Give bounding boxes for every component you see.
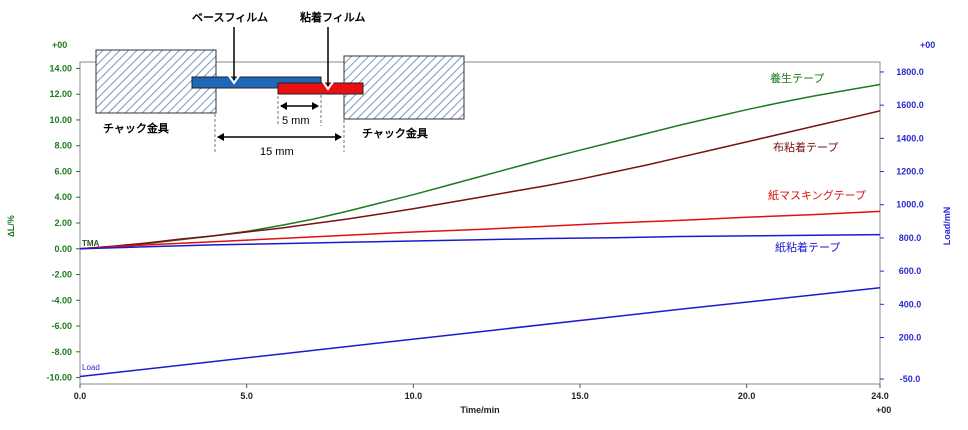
dim-5mm-arrow-right xyxy=(312,102,319,110)
series-line-4 xyxy=(79,286,881,378)
right-axis-label: Load/mN xyxy=(942,207,952,246)
left-tick-label: 6.00 xyxy=(54,166,72,176)
series-line-1 xyxy=(79,110,881,250)
x-axis-label: Time/min xyxy=(460,405,499,415)
series-layer xyxy=(79,83,881,378)
chuck-right-label: チャック金具 xyxy=(362,126,428,140)
series-line-3 xyxy=(79,233,881,250)
series-label-布粘着: 布粘着テープ xyxy=(773,140,838,154)
series-label-養生: 養生テープ xyxy=(770,71,824,85)
series-label-紙マスキング: 紙マスキングテープ xyxy=(768,188,866,202)
x-axis-ticks: 0.0 5.0 10.0 15.0 20.0 24.0 xyxy=(74,384,889,401)
right-tick-label: 1600.0 xyxy=(896,100,924,110)
x-tick-label: 24.0 xyxy=(871,391,889,401)
dim-15mm-label: 15 mm xyxy=(260,146,294,158)
left-tick-label: 14.00 xyxy=(49,63,72,73)
adhesive-film-label: 粘着フィルム xyxy=(300,10,366,24)
left-tick-label: -8.00 xyxy=(51,347,72,357)
right-tick-label: 1400.0 xyxy=(896,133,924,143)
right-tick-label: -50.0 xyxy=(900,374,921,384)
left-tick-label: 10.00 xyxy=(49,115,72,125)
chuck-right xyxy=(343,55,465,120)
right-tick-label: 600.0 xyxy=(899,266,922,276)
sample-diagram: ベースフィルム 粘着フィルム チャック金具 チャック金具 5 mm 15 mm xyxy=(95,10,465,158)
tma-label: TMA xyxy=(82,239,100,248)
dim-15mm-arrow-left xyxy=(217,133,224,141)
dim-5mm-arrow-left xyxy=(280,102,287,110)
left-tick-label: 8.00 xyxy=(54,141,72,151)
left-tick-label: -6.00 xyxy=(51,321,72,331)
chuck-left-label: チャック金具 xyxy=(103,121,169,135)
left-tick-label: 4.00 xyxy=(54,192,72,202)
x-axis-exponent: +00 xyxy=(876,405,891,415)
left-tick-label: -4.00 xyxy=(51,295,72,305)
base-film-label: ベースフィルム xyxy=(192,11,268,24)
right-tick-label: 400.0 xyxy=(899,299,922,309)
load-label: Load xyxy=(82,363,100,372)
series-label-紙粘着: 紙粘着テープ xyxy=(775,240,840,254)
right-axis-exponent: +00 xyxy=(920,40,935,50)
right-tick-label: 800.0 xyxy=(899,233,922,243)
x-tick-label: 0.0 xyxy=(74,391,87,401)
left-tick-label: -10.00 xyxy=(46,373,72,383)
left-tick-label: 2.00 xyxy=(54,218,72,228)
x-tick-label: 20.0 xyxy=(738,391,756,401)
right-tick-label: 1800.0 xyxy=(896,67,924,77)
base-film-pointer-head xyxy=(228,75,240,85)
adhesive-film xyxy=(277,82,364,95)
dim-15mm-arrow-right xyxy=(335,133,342,141)
adhesive-film-pointer-head xyxy=(322,81,334,91)
left-tick-label: 0.00 xyxy=(54,244,72,254)
x-tick-label: 15.0 xyxy=(571,391,589,401)
series-line-2 xyxy=(79,210,881,250)
right-tick-label: 1200.0 xyxy=(896,167,924,177)
left-axis-exponent: +00 xyxy=(52,40,67,50)
right-axis-ticks: 1800.0 1600.0 1400.0 1200.0 1000.0 800.0 600.0… xyxy=(880,67,924,384)
right-tick-label: 1000.0 xyxy=(896,200,924,210)
left-axis-label: ∆L/% xyxy=(6,215,16,237)
left-tick-label: 12.00 xyxy=(49,89,72,99)
dim-5mm-label: 5 mm xyxy=(282,115,310,127)
x-tick-label: 5.0 xyxy=(240,391,253,401)
right-tick-label: 200.0 xyxy=(899,333,922,343)
x-tick-label: 10.0 xyxy=(405,391,423,401)
left-tick-label: -2.00 xyxy=(51,270,72,280)
left-axis-ticks: 14.00 12.00 10.00 8.00 6.00 4.00 2.00 0.00 -2.00… xyxy=(46,63,80,383)
